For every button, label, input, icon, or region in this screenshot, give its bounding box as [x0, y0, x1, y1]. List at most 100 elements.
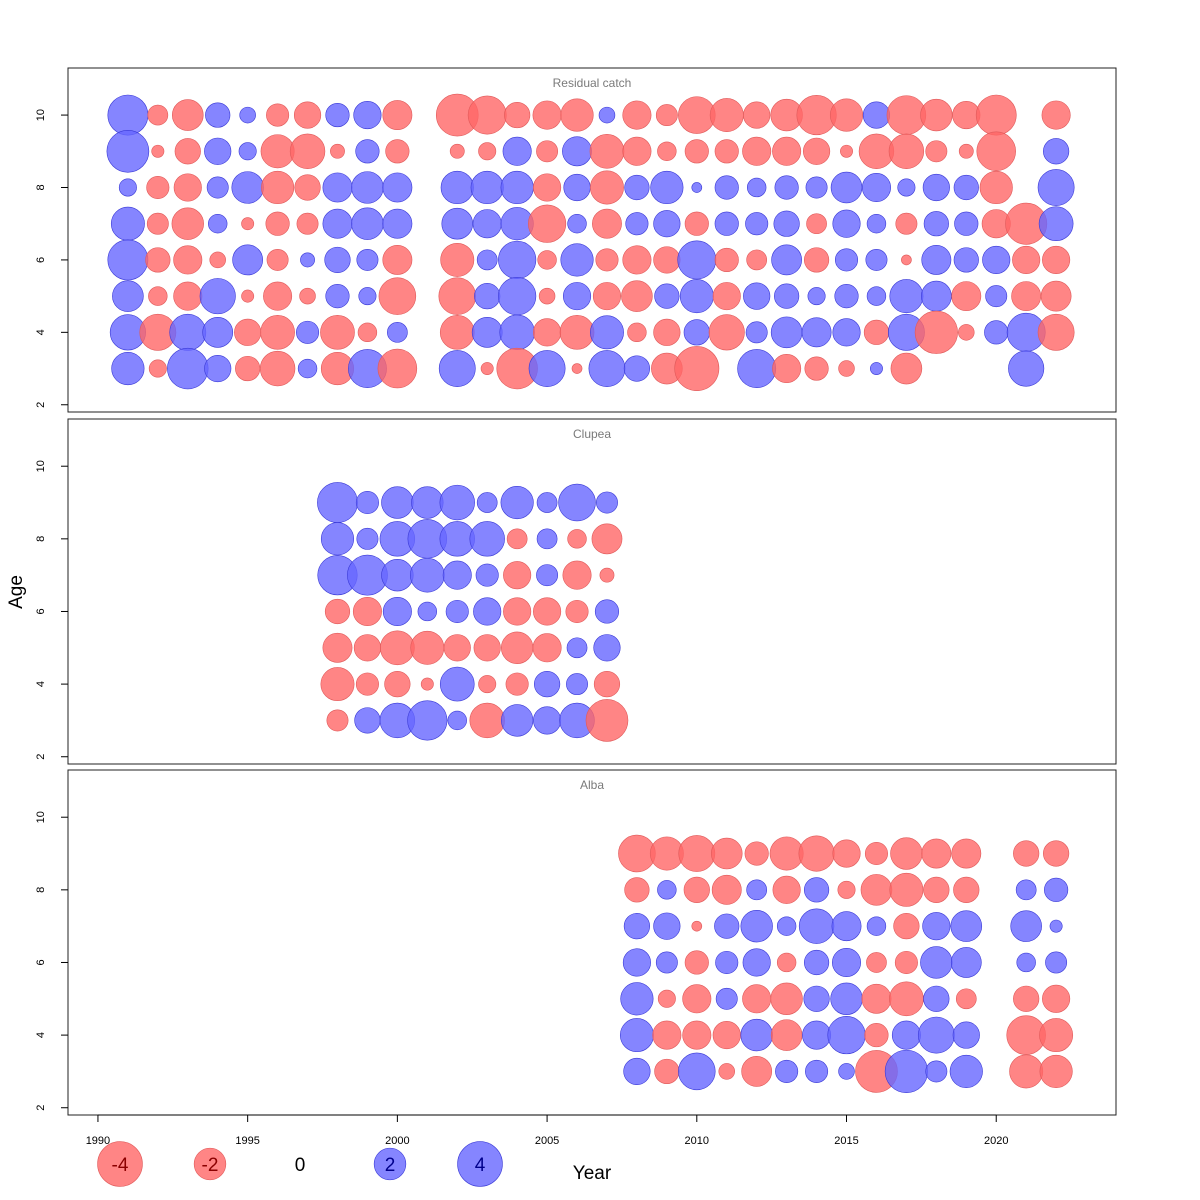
bubble-alba-2015-age8 — [837, 880, 856, 899]
bubble-clupea-2003-age6 — [473, 597, 502, 626]
bubble-clupea-2006-age4 — [566, 673, 588, 696]
bubble-clupea-2002-age7 — [442, 560, 472, 590]
bubble-residual-catch-1992-age8 — [146, 175, 170, 200]
bubble-residual-catch-1998-age6 — [324, 246, 351, 274]
bubble-clupea-1998-age6 — [324, 598, 351, 625]
y-tick-label: 10 — [35, 811, 47, 823]
bubble-residual-catch-1993-age7 — [171, 207, 204, 240]
bubble-residual-catch-2018-age7 — [923, 211, 949, 237]
bubble-alba-2008-age7 — [623, 913, 651, 940]
panels-layer: Residual catch 2 4 6 8 10 Clupea 2 4 6 8 10 Alba 2 4 6 8… — [35, 67, 1117, 1116]
bubble-residual-catch-1994-age7 — [208, 214, 228, 234]
bubble-clupea-1998-age9 — [317, 482, 358, 523]
bubble-alba-2010-age7 — [691, 920, 703, 932]
bubble-alba-2017-age3 — [884, 1049, 928, 1094]
bubble-alba-2008-age8 — [624, 877, 650, 903]
bubble-alba-2017-age5 — [889, 981, 924, 1017]
bubble-residual-catch-1998-age10 — [325, 103, 350, 128]
bubble-residual-catch-2017-age5 — [889, 279, 924, 314]
bubble-residual-catch-2008-age3 — [623, 355, 651, 382]
y-tick-label: 8 — [35, 887, 47, 893]
bubble-alba-2018-age6 — [920, 946, 953, 979]
bubble-alba-2021-age7 — [1010, 910, 1042, 942]
bubble-residual-catch-2011-age8 — [714, 175, 739, 200]
bubble-residual-catch-2005-age7 — [528, 204, 567, 243]
bubble-alba-2010-age5 — [682, 984, 712, 1014]
bubble-residual-catch-2007-age9 — [589, 133, 625, 169]
bubble-clupea-2006-age7 — [562, 560, 592, 590]
bubble-residual-catch-1999-age9 — [355, 139, 380, 164]
bubble-residual-catch-2007-age5 — [592, 282, 622, 311]
bubble-residual-catch-2010-age3 — [674, 346, 720, 392]
bubble-alba-2013-age6 — [776, 952, 797, 973]
bubble-clupea-2000-age7 — [381, 558, 414, 592]
bubble-clupea-2002-age3 — [447, 710, 467, 731]
bubble-residual-catch-2018-age5 — [920, 280, 952, 312]
bubble-residual-catch-1998-age9 — [330, 143, 345, 159]
bubble-residual-catch-2005-age4 — [533, 318, 562, 347]
bubble-residual-catch-1992-age7 — [146, 212, 169, 235]
bubble-residual-catch-2012-age4 — [745, 321, 768, 344]
bubble-clupea-2004-age6 — [503, 597, 532, 626]
bubble-residual-catch-1996-age6 — [266, 248, 289, 271]
bubble-residual-catch-1992-age3 — [148, 359, 167, 378]
bubble-residual-catch-2006-age3 — [571, 363, 583, 374]
bubble-residual-catch-2012-age3 — [737, 349, 777, 388]
bubble-alba-2012-age4 — [740, 1018, 773, 1052]
bubble-clupea-2004-age7 — [503, 561, 532, 590]
bubble-alba-2008-age5 — [620, 982, 654, 1016]
bubble-residual-catch-2008-age6 — [622, 245, 652, 275]
bubble-residual-catch-2014-age8 — [805, 176, 828, 199]
bubble-residual-catch-2011-age9 — [714, 139, 739, 164]
bubble-alba-2013-age3 — [775, 1059, 799, 1083]
bubble-alba-2010-age8 — [683, 876, 710, 903]
bubble-residual-catch-1996-age5 — [263, 281, 293, 311]
bubble-alba-2021-age6 — [1016, 952, 1036, 973]
bubble-residual-catch-2014-age6 — [803, 247, 830, 273]
bubble-alba-2014-age6 — [803, 949, 830, 976]
bubble-residual-catch-2018-age10 — [920, 98, 953, 132]
bubble-clupea-2002-age6 — [445, 599, 469, 623]
y-tick-label: 10 — [35, 109, 47, 121]
bubble-alba-2017-age8 — [889, 872, 924, 907]
bubble-alba-2013-age8 — [772, 875, 801, 904]
panel-0: Residual catch 2 4 6 8 10 — [35, 67, 1117, 413]
bubble-residual-catch-1998-age4 — [320, 315, 355, 350]
bubble-clupea-2001-age6 — [417, 601, 438, 622]
bubble-residual-catch-2012-age7 — [745, 212, 769, 236]
bubble-clupea-2004-age4 — [505, 672, 529, 696]
bubble-residual-catch-2013-age7 — [773, 210, 800, 237]
bubble-residual-catch-1993-age8 — [173, 173, 202, 202]
bubble-alba-2014-age4 — [802, 1020, 832, 1050]
bubble-residual-catch-2017-age10 — [886, 95, 927, 135]
bubble-alba-2012-age6 — [742, 948, 771, 977]
bubble-alba-2017-age9 — [890, 837, 923, 870]
bubble-alba-2013-age7 — [776, 916, 797, 936]
bubble-residual-catch-2013-age8 — [774, 175, 799, 200]
bubble-residual-catch-1993-age4 — [169, 313, 207, 351]
bubble-alba-2016-age6 — [866, 952, 887, 973]
bubble-alba-2009-age8 — [657, 880, 677, 900]
bubble-clupea-2004-age9 — [500, 485, 534, 520]
bubble-clupea-2002-age4 — [439, 666, 475, 702]
bubble-residual-catch-2012-age6 — [746, 249, 768, 271]
bubble-residual-catch-2016-age3 — [870, 362, 883, 375]
bubble-clupea-1998-age5 — [322, 632, 353, 663]
bubble-residual-catch-2011-age4 — [708, 314, 745, 351]
panel-title: Clupea — [573, 427, 611, 441]
bubble-alba-2022-age9 — [1043, 840, 1070, 867]
bubble-clupea-2007-age4 — [593, 671, 621, 698]
legend: -4 -2 0 2 4 — [97, 1141, 503, 1187]
bubble-alba-2016-age9 — [864, 842, 888, 866]
bubble-residual-catch-1992-age10 — [147, 104, 169, 126]
bubble-residual-catch-1995-age5 — [241, 289, 255, 303]
bubble-alba-2011-age8 — [711, 874, 742, 905]
bubble-residual-catch-2014-age9 — [802, 137, 831, 165]
bubble-residual-catch-2022-age6 — [1042, 245, 1071, 274]
bubble-alba-2013-age5 — [770, 982, 803, 1015]
bubble-residual-catch-2009-age7 — [653, 210, 681, 238]
bubble-residual-catch-2006-age6 — [560, 243, 594, 277]
bubble-clupea-2006-age9 — [558, 483, 596, 522]
bubble-residual-catch-2016-age6 — [865, 248, 888, 271]
bubble-alba-2013-age9 — [769, 836, 804, 871]
